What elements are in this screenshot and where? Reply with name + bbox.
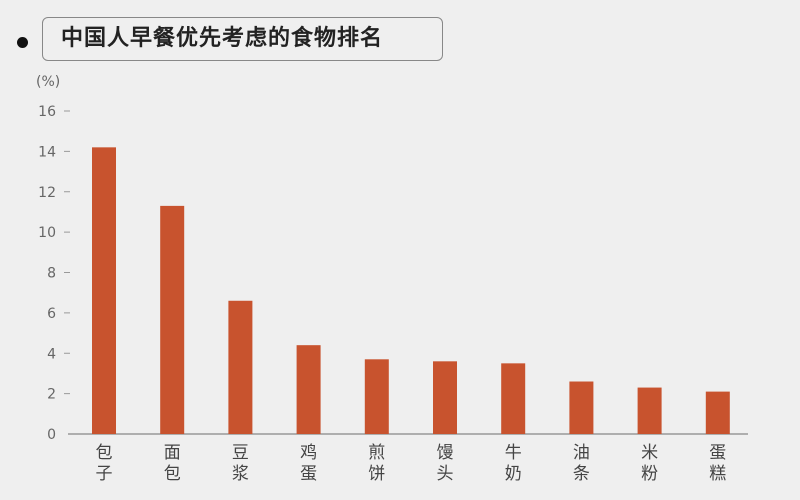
y-axis-label: (%) — [36, 74, 61, 90]
y-tick-label: 0 — [47, 427, 56, 443]
x-tick-label: 蛋 — [300, 464, 317, 484]
y-tick-label: 16 — [38, 104, 56, 120]
x-tick-label: 头 — [437, 464, 454, 484]
x-tick-label: 馒 — [437, 443, 454, 463]
bar-牛奶 — [501, 363, 526, 434]
x-tick-label: 蛋 — [709, 443, 726, 463]
bar-面包 — [160, 205, 185, 434]
bar-蛋糕 — [705, 391, 730, 434]
x-tick-label: 子 — [96, 464, 113, 484]
x-tick-label: 牛 — [505, 443, 522, 463]
bar-油条 — [569, 381, 594, 434]
bar-包子 — [92, 147, 116, 434]
y-tick-label: 8 — [47, 266, 56, 282]
x-tick-label: 奶 — [505, 464, 522, 484]
x-tick-label: 包 — [96, 443, 113, 463]
x-tick-label: 包 — [164, 464, 181, 484]
x-tick-label: 面 — [164, 443, 181, 463]
chart-title: 中国人早餐优先考虑的食物排名 — [42, 17, 443, 61]
x-tick-label: 豆 — [232, 443, 249, 463]
y-tick-label: 12 — [38, 185, 56, 201]
x-tick-label: 条 — [573, 464, 590, 484]
y-tick-label: 6 — [47, 306, 56, 322]
y-tick-label: 14 — [38, 144, 56, 160]
x-tick-label: 米 — [641, 443, 658, 463]
x-tick-label: 煎 — [368, 443, 385, 463]
y-tick-label: 10 — [38, 225, 56, 241]
bar-米粉 — [637, 387, 662, 434]
title-bullet-icon — [17, 37, 28, 48]
y-tick-label: 2 — [47, 387, 56, 403]
y-tick-label: 4 — [47, 346, 56, 362]
bar-馒头 — [433, 361, 457, 434]
bar-豆浆 — [228, 300, 253, 434]
bar-煎饼 — [364, 359, 389, 434]
x-tick-label: 饼 — [368, 464, 385, 484]
x-tick-label: 糕 — [709, 464, 726, 484]
x-tick-label: 鸡 — [300, 443, 317, 463]
bar-鸡蛋 — [296, 345, 321, 434]
x-tick-label: 油 — [573, 443, 590, 463]
x-tick-label: 粉 — [641, 464, 658, 484]
x-tick-label: 浆 — [232, 464, 249, 484]
